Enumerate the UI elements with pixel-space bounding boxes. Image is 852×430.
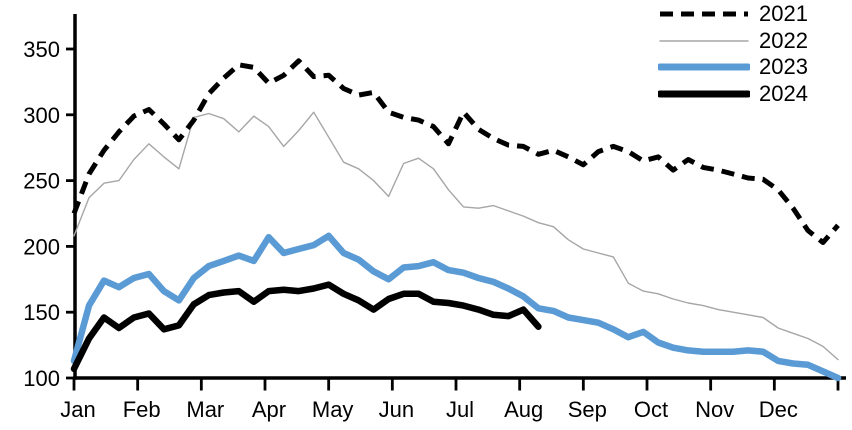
legend-item-2022: 2022 — [658, 28, 808, 55]
legend-item-2024: 2024 — [658, 81, 808, 108]
legend-label-2023: 2023 — [759, 54, 808, 80]
x-tick-label-apr: Apr — [252, 397, 286, 422]
legend-sample-svg — [658, 90, 750, 98]
x-tick-label-jul: Jul — [446, 397, 474, 422]
legend-sample-svg — [660, 11, 748, 17]
series-line-2022 — [73, 111, 839, 361]
x-tick-label-dec: Dec — [759, 397, 798, 422]
y-tick-label: 350 — [23, 37, 60, 62]
x-tick-label-mar: Mar — [186, 397, 224, 422]
chart-legend: 2021 2022 2023 2024 — [658, 1, 808, 107]
x-tick-label-oct: Oct — [634, 397, 668, 422]
x-tick-label-feb: Feb — [123, 397, 161, 422]
legend-sample-2024 — [658, 88, 750, 100]
x-tick-label-may: May — [312, 397, 354, 422]
legend-sample-2022 — [658, 35, 750, 47]
x-tick-label-jan: Jan — [60, 397, 95, 422]
legend-label-2024: 2024 — [759, 80, 808, 106]
legend-item-2021: 2021 — [658, 1, 808, 28]
x-tick-label-sep: Sep — [568, 397, 607, 422]
y-tick-label: 200 — [23, 234, 60, 259]
x-tick-label-aug: Aug — [504, 397, 543, 422]
x-tick-label-jun: Jun — [379, 397, 414, 422]
y-tick-label: 150 — [23, 300, 60, 325]
series-line-2021 — [71, 58, 840, 245]
legend-item-2023: 2023 — [658, 54, 808, 81]
series-line-2024 — [70, 281, 542, 373]
y-tick-label: 100 — [23, 366, 60, 391]
legend-label-2021: 2021 — [759, 1, 808, 27]
legend-sample-2023 — [658, 61, 750, 73]
legend-sample-2021 — [658, 8, 750, 20]
legend-label-2022: 2022 — [759, 27, 808, 53]
series-line-2023 — [70, 232, 842, 382]
y-tick-label: 300 — [23, 103, 60, 128]
legend-sample-svg — [659, 40, 749, 42]
x-tick-label-nov: Nov — [695, 397, 734, 422]
legend-sample-svg — [658, 63, 750, 71]
y-tick-label: 250 — [23, 169, 60, 194]
